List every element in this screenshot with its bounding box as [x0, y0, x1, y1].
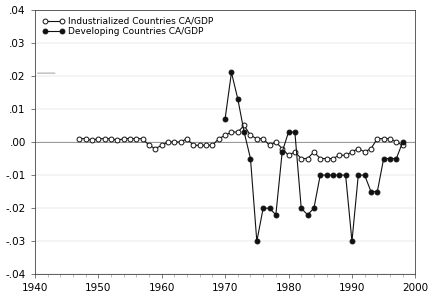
Developing Countries CA/GDP — [260, 206, 266, 210]
Industrialized Countries CA/GDP — [102, 137, 107, 141]
Developing Countries CA/GDP — [349, 239, 355, 243]
Developing Countries CA/GDP — [248, 157, 253, 160]
Developing Countries CA/GDP — [279, 150, 285, 154]
Developing Countries CA/GDP — [324, 173, 329, 177]
Developing Countries CA/GDP — [311, 206, 316, 210]
Developing Countries CA/GDP — [223, 117, 228, 120]
Industrialized Countries CA/GDP — [299, 157, 304, 160]
Industrialized Countries CA/GDP — [279, 147, 285, 150]
Developing Countries CA/GDP — [375, 190, 380, 193]
Legend: Industrialized Countries CA/GDP, Developing Countries CA/GDP: Industrialized Countries CA/GDP, Develop… — [39, 14, 216, 39]
Developing Countries CA/GDP — [229, 71, 234, 74]
Industrialized Countries CA/GDP — [400, 144, 405, 147]
Industrialized Countries CA/GDP — [242, 124, 247, 127]
Line: Industrialized Countries CA/GDP: Industrialized Countries CA/GDP — [77, 123, 405, 161]
Developing Countries CA/GDP — [254, 239, 260, 243]
Developing Countries CA/GDP — [337, 173, 342, 177]
Industrialized Countries CA/GDP — [254, 137, 260, 141]
Developing Countries CA/GDP — [381, 157, 386, 160]
Developing Countries CA/GDP — [388, 157, 393, 160]
Developing Countries CA/GDP — [356, 173, 361, 177]
Developing Countries CA/GDP — [286, 130, 291, 134]
Developing Countries CA/GDP — [242, 130, 247, 134]
Line: Developing Countries CA/GDP: Developing Countries CA/GDP — [223, 70, 405, 244]
Developing Countries CA/GDP — [299, 206, 304, 210]
Developing Countries CA/GDP — [235, 97, 240, 101]
Developing Countries CA/GDP — [368, 190, 374, 193]
Developing Countries CA/GDP — [394, 157, 399, 160]
Industrialized Countries CA/GDP — [77, 137, 82, 141]
Developing Countries CA/GDP — [318, 173, 323, 177]
Developing Countries CA/GDP — [267, 206, 272, 210]
Developing Countries CA/GDP — [292, 130, 297, 134]
Developing Countries CA/GDP — [343, 173, 348, 177]
Developing Countries CA/GDP — [400, 140, 405, 144]
Developing Countries CA/GDP — [273, 213, 279, 216]
Industrialized Countries CA/GDP — [229, 130, 234, 134]
Developing Countries CA/GDP — [305, 213, 310, 216]
Developing Countries CA/GDP — [362, 173, 367, 177]
Developing Countries CA/GDP — [330, 173, 335, 177]
Industrialized Countries CA/GDP — [292, 150, 297, 154]
Industrialized Countries CA/GDP — [191, 144, 196, 147]
